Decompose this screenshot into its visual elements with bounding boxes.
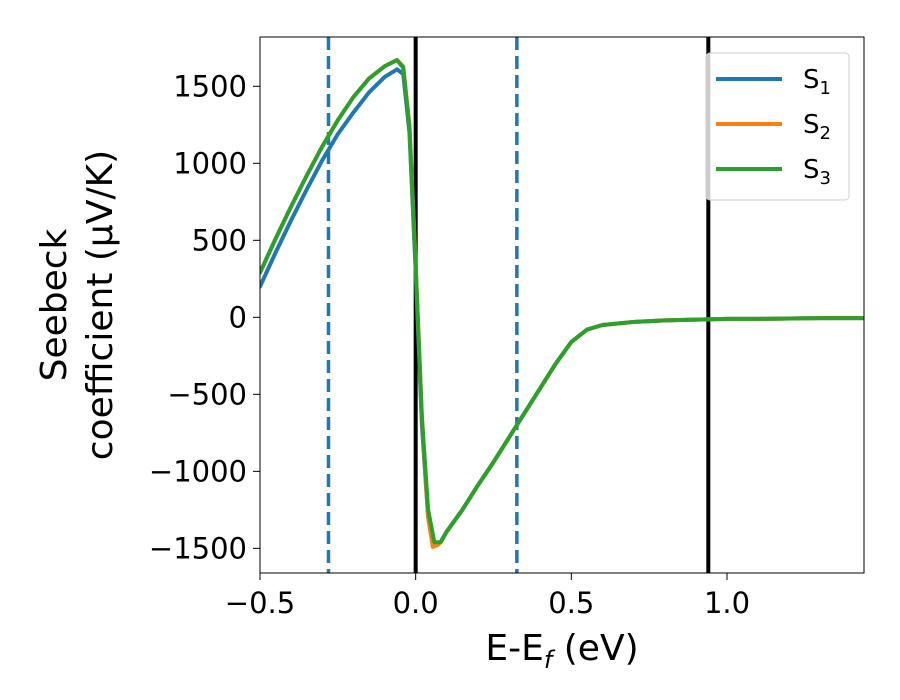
x-tick-label: 0.0 bbox=[393, 586, 439, 620]
reference-lines bbox=[326, 37, 711, 573]
y-axis-title-line2: coefficient (μV/K) bbox=[80, 150, 121, 460]
y-tick-label: 0 bbox=[229, 300, 247, 334]
y-axis-title-line1: Seebeck bbox=[34, 228, 75, 381]
x-tick-label: 0.5 bbox=[548, 586, 594, 620]
x-axis: −0.5 0.0 0.5 1.0 bbox=[225, 573, 750, 620]
y-tick-label: 1000 bbox=[173, 146, 247, 180]
plot-frame bbox=[259, 36, 865, 574]
y-tick-label: 500 bbox=[192, 223, 247, 257]
y-tick-label: −500 bbox=[167, 377, 247, 411]
legend: S1 S2 S3 bbox=[705, 52, 850, 201]
legend-label-s1: S1 bbox=[803, 65, 831, 99]
y-tick-label: −1500 bbox=[149, 531, 247, 565]
x-tick-label: −0.5 bbox=[225, 586, 295, 620]
legend-label-s2: S2 bbox=[803, 110, 831, 144]
y-tick-label: 1500 bbox=[173, 69, 247, 103]
legend-label-s3: S3 bbox=[803, 155, 831, 189]
series-layer bbox=[260, 58, 864, 549]
series-line-s3 bbox=[260, 58, 864, 545]
x-axis-title: E-Ef (eV) bbox=[485, 628, 638, 674]
y-tick-label: −1000 bbox=[149, 454, 247, 488]
legend-box bbox=[705, 52, 850, 201]
x-tick-label: 1.0 bbox=[704, 586, 750, 620]
y-axis: −1500 −1000 −500 0 500 1000 1500 bbox=[149, 69, 260, 565]
